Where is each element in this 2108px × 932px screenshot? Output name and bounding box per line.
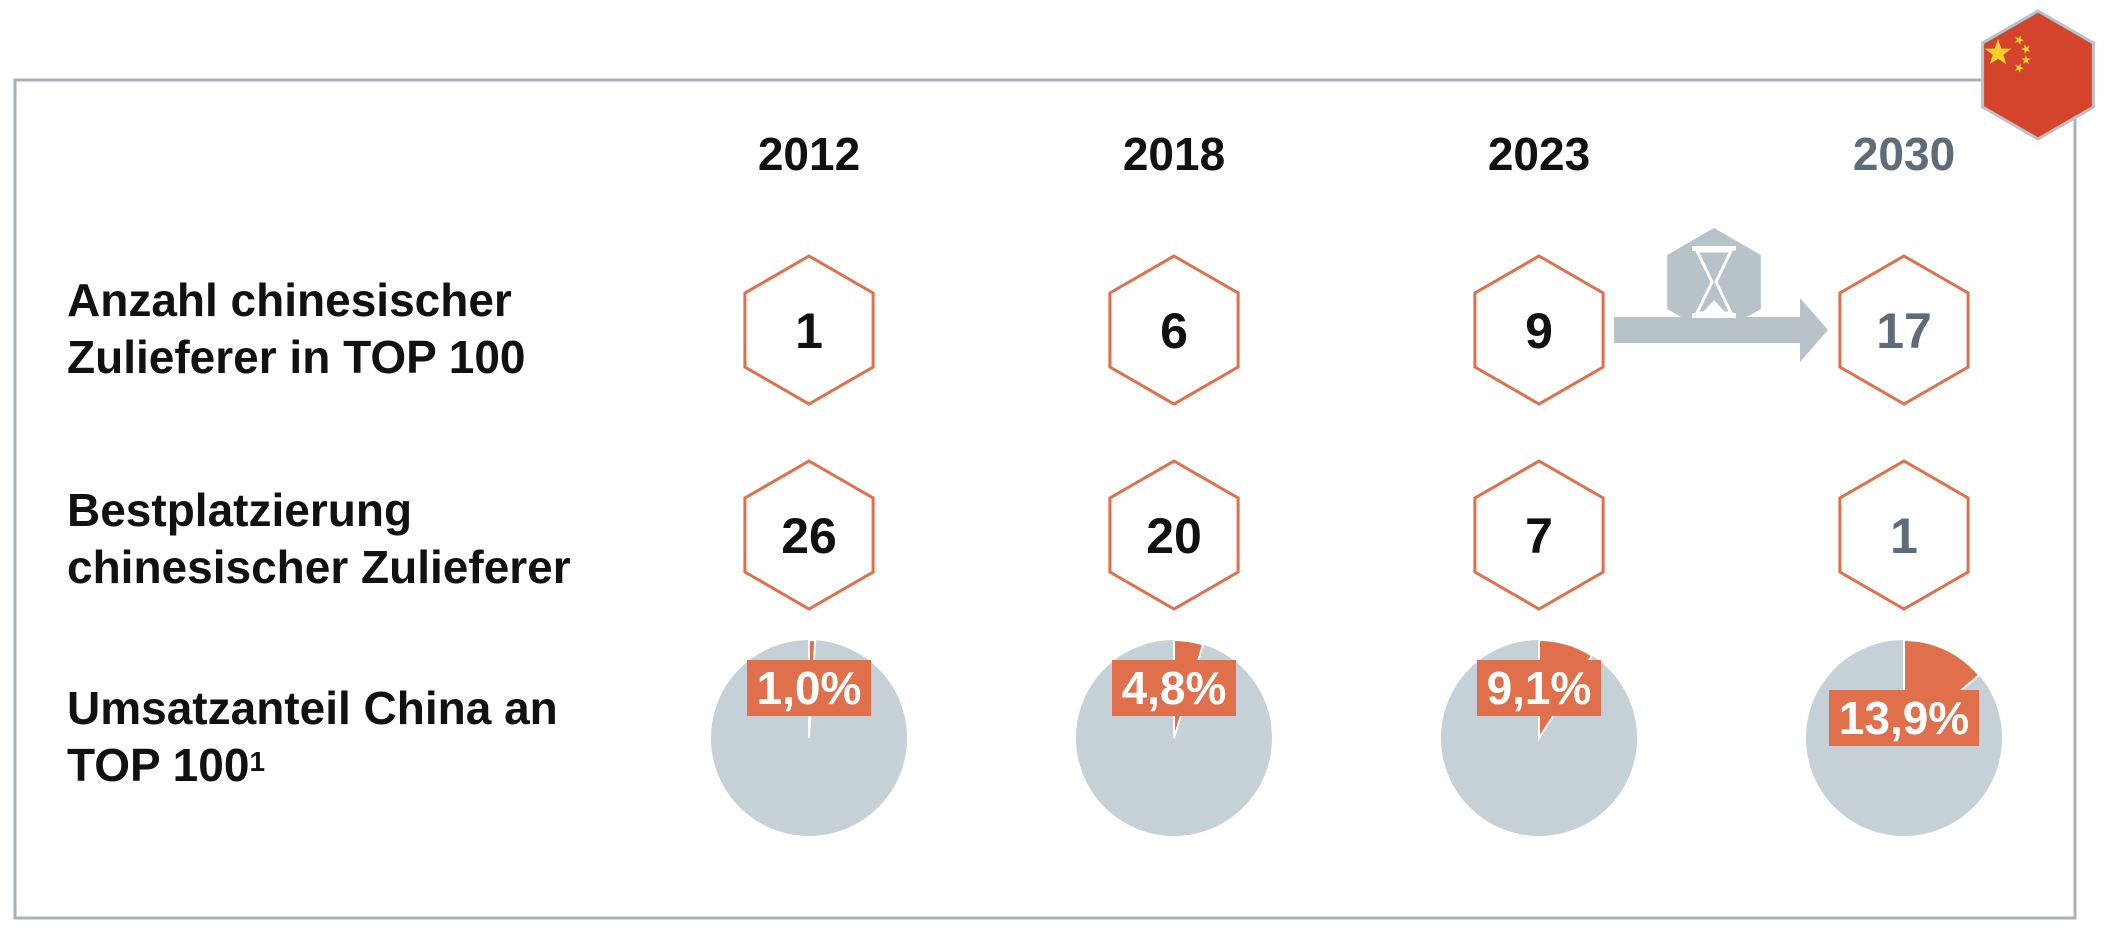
row-label-share-text: TOP 100: [67, 739, 250, 791]
rank-hexagon-2018: [1108, 459, 1240, 611]
count-hexagon-2023: [1473, 254, 1605, 406]
rank-hexagon-2012: [743, 459, 875, 611]
china-flag-icon: [1981, 9, 2095, 141]
pie-label-2023: 9,1%: [1487, 662, 1592, 714]
year-header-2023: 2023: [1488, 128, 1590, 180]
pie-label-box-2018: [1112, 660, 1236, 716]
count-hexagon-2018: [1108, 254, 1240, 406]
rank-value-2030: 1: [1890, 508, 1918, 564]
rank-hexagon-2030: [1838, 459, 1970, 611]
chart-frame: [13, 78, 2077, 920]
row-label-count: Anzahl chinesischer Zulieferer in TOP 10…: [67, 272, 526, 386]
rank-value-2018: 20: [1146, 508, 1202, 564]
hourglass-glass: [1694, 249, 1734, 315]
row-label-rank: Bestplatzierung chinesischer Zulieferer: [67, 482, 571, 596]
hourglass-sand: [1702, 300, 1726, 313]
hourglass-badge: [1667, 228, 1761, 336]
footnote-marker: 1: [249, 746, 266, 777]
flag-small-star-4: [2014, 63, 2024, 73]
row-label-share-line1: Umsatzanteil China an: [67, 682, 558, 734]
flag-hexagon: [1981, 9, 2095, 141]
pie-label-box-2023: [1477, 660, 1601, 716]
year-header-2012: 2012: [758, 128, 860, 180]
flag-small-star-2: [2021, 44, 2031, 54]
share-row: 1,0% 4,8% 9,1% 13,9%: [711, 638, 2002, 836]
count-hexagon-2012: [743, 254, 875, 406]
rank-hexagon-2023: [1473, 459, 1605, 611]
row-label-rank-line1: Bestplatzierung: [67, 484, 413, 536]
row-label-rank-line2: chinesischer Zulieferer: [67, 541, 571, 593]
pie-label-2030: 13,9%: [1839, 692, 1969, 744]
pie-label-2012: 1,0%: [757, 662, 862, 714]
row-label-share-line2: TOP 1001: [67, 737, 558, 794]
pie-label-box-2030: [1829, 690, 1979, 746]
rank-value-2012: 26: [781, 508, 837, 564]
rank-value-2023: 7: [1525, 508, 1553, 564]
count-value-2030: 17: [1876, 303, 1932, 359]
row-label-share: Umsatzanteil China an TOP 1001: [67, 680, 558, 794]
flag-small-star-3: [2021, 55, 2031, 64]
count-row: 1 6 9 17: [743, 254, 1970, 406]
row-label-count-line1: Anzahl chinesischer: [67, 274, 512, 326]
count-value-2012: 1: [795, 303, 823, 359]
row-label-count-line2: Zulieferer in TOP 100: [67, 331, 526, 383]
year-header-2030: 2030: [1853, 128, 1955, 180]
count-value-2018: 6: [1160, 303, 1188, 359]
projection-arrow: [1614, 228, 1828, 362]
pie-label-2018: 4,8%: [1122, 662, 1227, 714]
count-hexagon-2030: [1838, 254, 1970, 406]
flag-big-star: [1984, 39, 2012, 65]
hourglass-top-bar: [1692, 246, 1736, 251]
rank-row: 26 20 7 1: [743, 459, 1970, 611]
hourglass-icon: [1692, 246, 1736, 318]
year-header-2018: 2018: [1123, 128, 1225, 180]
pie-label-box-2012: [747, 660, 871, 716]
hourglass-bottom-bar: [1692, 313, 1736, 318]
flag-small-star-1: [2014, 35, 2024, 45]
year-headers: 2012 2018 2023 2030: [758, 128, 1955, 180]
count-value-2023: 9: [1525, 303, 1553, 359]
